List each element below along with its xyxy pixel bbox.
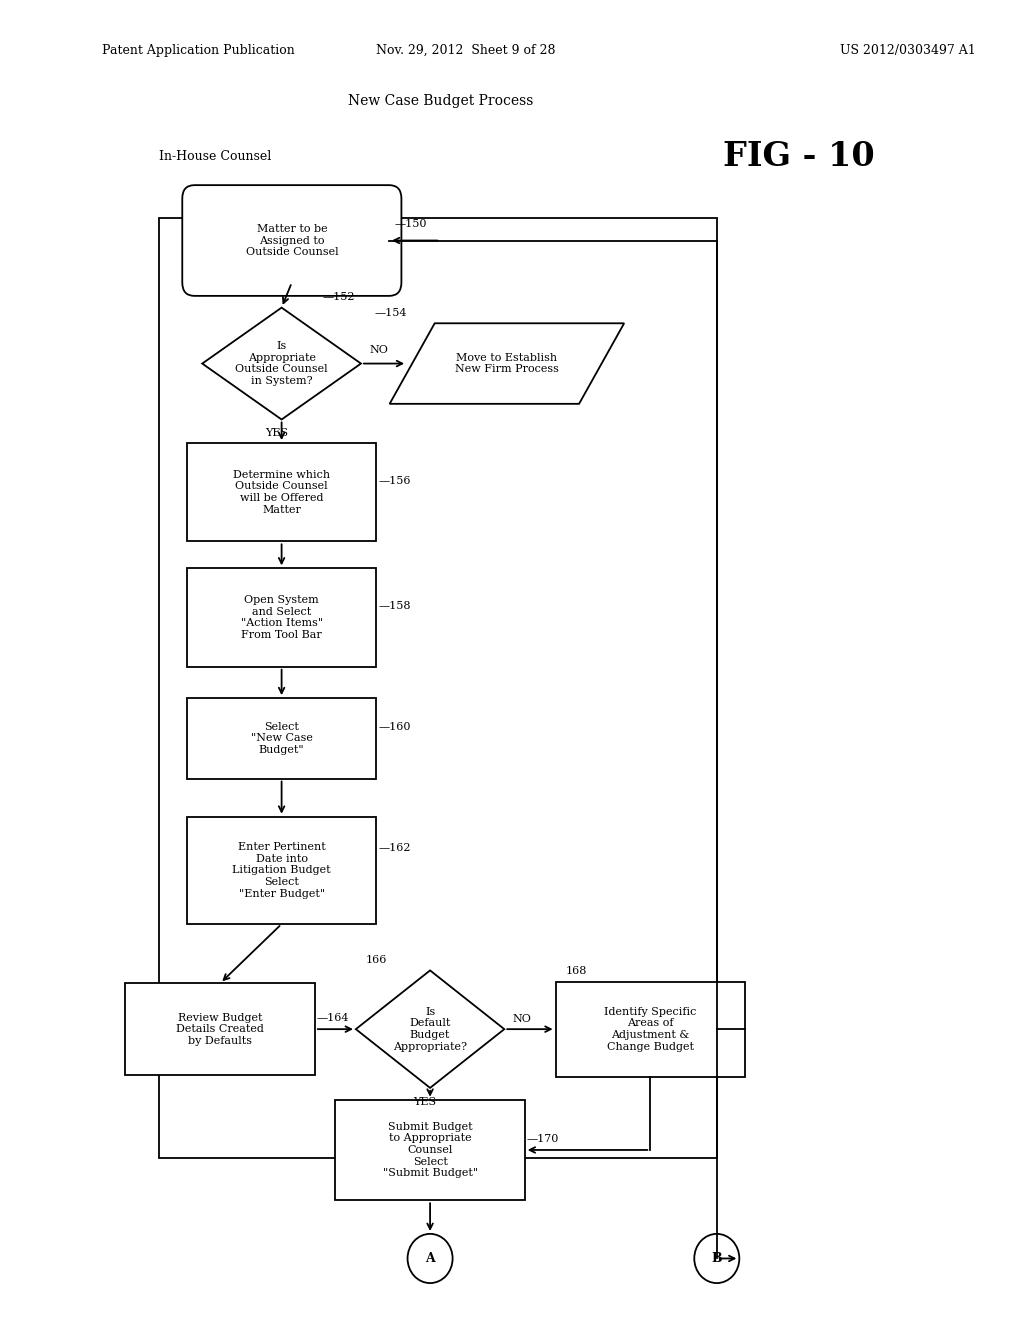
- Text: Matter to be
Assigned to
Outside Counsel: Matter to be Assigned to Outside Counsel: [246, 224, 338, 257]
- Text: Review Budget
Details Created
by Defaults: Review Budget Details Created by Default…: [176, 1012, 264, 1045]
- Text: —154: —154: [375, 308, 407, 318]
- Text: A: A: [425, 1251, 435, 1265]
- Circle shape: [694, 1234, 739, 1283]
- Text: 168: 168: [565, 966, 587, 975]
- Text: Open System
and Select
"Action Items"
From Tool Bar: Open System and Select "Action Items" Fr…: [241, 595, 323, 640]
- Text: 166: 166: [367, 954, 387, 965]
- Text: NO: NO: [512, 1014, 531, 1023]
- Text: Is
Appropriate
Outside Counsel
in System?: Is Appropriate Outside Counsel in System…: [236, 341, 328, 385]
- Bar: [187, 817, 377, 924]
- Text: Enter Pertinent
Date into
Litigation Budget
Select
"Enter Budget": Enter Pertinent Date into Litigation Bud…: [232, 842, 331, 899]
- Text: Select
"New Case
Budget": Select "New Case Budget": [251, 722, 312, 755]
- Polygon shape: [389, 323, 624, 404]
- Text: Patent Application Publication: Patent Application Publication: [102, 44, 295, 57]
- Bar: [187, 569, 377, 667]
- Text: YES: YES: [414, 1097, 436, 1107]
- Circle shape: [408, 1234, 453, 1283]
- Text: —164: —164: [317, 1012, 349, 1023]
- Bar: [187, 444, 377, 541]
- Bar: [555, 982, 745, 1077]
- Text: —156: —156: [379, 477, 411, 486]
- Text: In-House Counsel: In-House Counsel: [159, 150, 271, 164]
- Text: —152: —152: [323, 292, 355, 302]
- Text: B: B: [712, 1251, 722, 1265]
- Text: Identify Specific
Areas of
Adjustment &
Change Budget: Identify Specific Areas of Adjustment & …: [604, 1007, 696, 1052]
- Text: —158: —158: [379, 602, 411, 611]
- Text: Is
Default
Budget
Appropriate?: Is Default Budget Appropriate?: [393, 1007, 467, 1052]
- FancyBboxPatch shape: [182, 185, 401, 296]
- Text: —170: —170: [526, 1134, 559, 1143]
- Bar: [125, 983, 315, 1074]
- Text: YES: YES: [265, 429, 288, 438]
- Text: New Case Budget Process: New Case Budget Process: [347, 94, 534, 108]
- Text: FIG - 10: FIG - 10: [723, 140, 874, 173]
- Text: Submit Budget
to Appropriate
Counsel
Select
"Submit Budget": Submit Budget to Appropriate Counsel Sel…: [383, 1122, 477, 1179]
- Text: Move to Establish
New Firm Process: Move to Establish New Firm Process: [455, 352, 559, 375]
- Text: US 2012/0303497 A1: US 2012/0303497 A1: [840, 44, 976, 57]
- Text: —150: —150: [394, 219, 427, 228]
- Bar: [187, 698, 377, 779]
- Text: Determine which
Outside Counsel
will be Offered
Matter: Determine which Outside Counsel will be …: [233, 470, 330, 515]
- Text: NO: NO: [370, 345, 388, 355]
- Text: —160: —160: [379, 722, 411, 733]
- Text: Nov. 29, 2012  Sheet 9 of 28: Nov. 29, 2012 Sheet 9 of 28: [376, 44, 556, 57]
- Polygon shape: [203, 308, 361, 420]
- Bar: [336, 1100, 524, 1200]
- Text: —162: —162: [379, 843, 411, 853]
- Bar: [159, 218, 717, 1158]
- Polygon shape: [356, 970, 504, 1088]
